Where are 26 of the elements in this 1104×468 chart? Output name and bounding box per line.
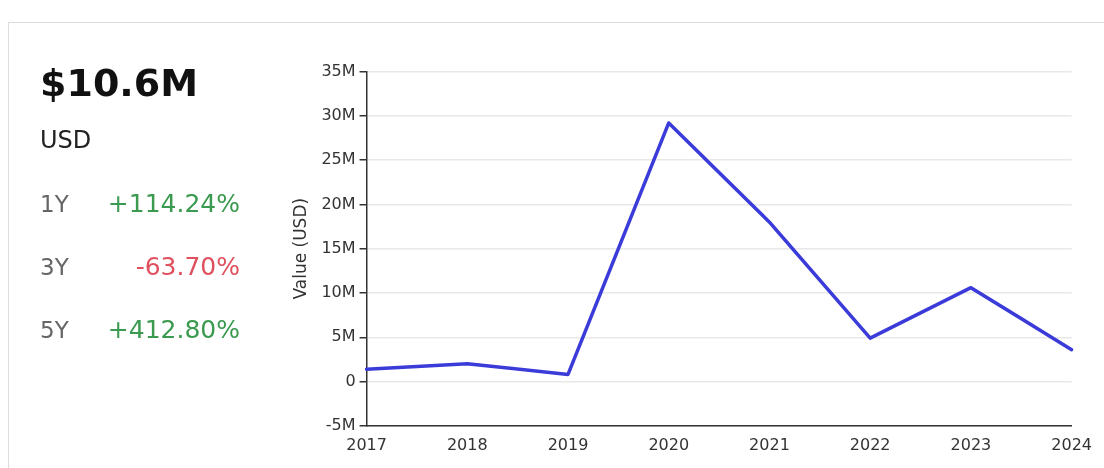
x-tick-label: 2017: [346, 434, 387, 454]
text: +114.24%: [107, 188, 240, 220]
text: USD: [40, 125, 93, 156]
x-tick-label: 2018: [446, 434, 488, 454]
y-tick-label: -5M: [325, 414, 356, 434]
y-tick-label: 15M: [321, 237, 356, 257]
x-tick-label: 2023: [950, 434, 992, 454]
y-tick-label: 5M: [331, 326, 356, 346]
x-tick-label: 2021: [749, 434, 790, 454]
text: -63.70%: [135, 251, 240, 283]
text: 5Y: [40, 316, 69, 345]
y-tick-label: 25M: [321, 149, 356, 169]
text: 3Y: [40, 253, 69, 282]
y-tick-label: 30M: [321, 105, 356, 125]
y-tick-label: 35M: [321, 60, 356, 80]
y-tick-label: 20M: [321, 193, 356, 213]
y-axis-title: Value (USD): [289, 197, 310, 300]
x-tick-label: 2020: [648, 434, 690, 454]
y-tick-label: 0: [345, 370, 356, 390]
text: 1Y: [40, 190, 69, 219]
x-tick-label: 2022: [849, 434, 891, 454]
x-tick-label: 2024: [1051, 434, 1092, 454]
text: +412.80%: [107, 314, 240, 346]
y-tick-label: 10M: [321, 282, 356, 302]
x-tick-label: 2019: [547, 434, 589, 454]
chart-title: $10.6M: [40, 60, 199, 107]
